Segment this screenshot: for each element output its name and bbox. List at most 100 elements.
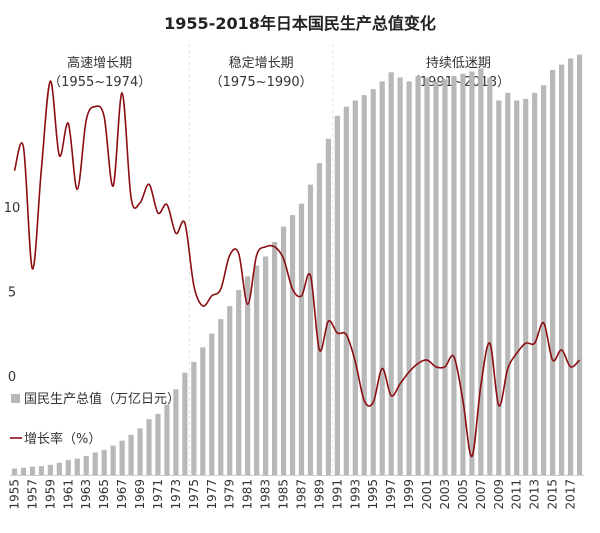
x-tick-label: 1987 [294,479,308,510]
period-range: （1975~1990） [210,75,313,90]
y-tick-label: 5 [8,285,16,300]
bar-1984 [271,241,278,475]
bar-2011 [514,100,520,475]
bar-2003 [442,79,448,475]
bar-1998 [397,77,403,476]
bar-1983 [263,256,269,475]
bar-2013 [532,92,538,475]
legend-bar-swatch [11,394,20,403]
x-tick-label: 1965 [97,479,111,510]
bar-1968 [128,434,134,475]
bar-1980 [236,290,242,475]
bar-1972 [164,404,170,475]
x-axis: 1955 1957 1959 1961 1963 1965 1967 1969 1971 1973… [7,475,584,510]
bar-2006 [469,71,475,475]
y-tick-label: 0 [8,370,16,385]
bar-1971 [155,413,161,475]
bar-1970 [146,419,152,475]
bar-1974 [182,372,188,475]
bar-2001 [424,77,430,476]
bar-2016 [558,64,565,475]
bar-1959 [47,464,53,475]
bar-1963 [83,455,89,475]
x-tick-label: 1999 [402,479,416,510]
x-tick-label: 1979 [223,479,237,510]
x-tick-label: 2013 [528,479,542,510]
bar-1962 [74,458,80,475]
y-axis: 0 5 10 [4,201,21,385]
bar-1981 [245,276,251,475]
bar-1977 [209,333,215,475]
bar-2005 [460,73,466,475]
x-tick-label: 2015 [546,479,560,510]
bar-2018 [576,54,583,476]
bar-series [11,54,583,476]
chart-title: 1955-2018年日本国民生产总值变化 [164,14,436,33]
x-tick-label: 1977 [205,479,219,510]
bar-2010 [505,92,511,475]
x-tick-label: 1959 [43,479,57,510]
bar-1997 [388,72,394,475]
period-label: 持续低迷期 [426,56,491,71]
growth-rate-line [13,80,581,458]
bar-2008 [487,77,493,476]
bar-1987 [298,203,305,475]
period-label: 稳定增长期 [229,55,294,71]
bar-1992 [343,106,349,475]
x-tick-label: 1991 [330,479,344,510]
bar-1979 [227,306,233,475]
x-tick-label: 1989 [312,479,326,510]
bar-1994 [361,95,367,476]
bar-1967 [119,440,125,475]
bar-1973 [173,389,179,475]
bar-1993 [352,100,358,475]
bar-1982 [254,265,260,475]
x-tick-label: 1975 [187,479,201,510]
bar-2000 [415,76,421,476]
bar-1965 [101,449,107,475]
bar-2015 [550,69,556,475]
bar-1966 [110,445,116,475]
x-tick-label: 2003 [438,479,452,510]
period-labels: 高速增长期 （1955~1974） 稳定增长期 （1975~1990） 持续低迷期 （19… [48,55,510,90]
x-tick-label: 1969 [133,479,147,510]
legend-line-label: 增长率（%） [24,431,101,447]
legend: 国民生产总值（万亿日元） 增长率（%） [10,391,180,447]
bar-1976 [200,347,206,475]
bar-1999 [406,81,412,476]
bar-1956 [20,467,27,475]
x-tick-label: 1963 [79,479,93,510]
y-tick-label: 10 [4,201,21,216]
bar-1961 [65,460,71,475]
bar-1988 [307,184,314,476]
bar-2009 [496,100,502,475]
bar-1975 [191,361,197,475]
bar-2012 [523,98,529,475]
bar-2004 [451,76,457,476]
x-tick-label: 1967 [115,479,129,510]
bar-1955 [11,468,18,475]
x-tick-label: 1983 [259,479,273,510]
x-tick-label: 2011 [510,479,524,510]
bar-1960 [56,462,62,475]
bar-1990 [325,138,331,475]
legend-bar-label: 国民生产总值（万亿日元） [24,391,180,407]
bar-1995 [370,89,376,476]
bar-1986 [289,215,296,475]
x-tick-label: 1985 [277,479,291,510]
x-tick-label: 1995 [366,479,380,510]
x-tick-label: 1981 [241,479,255,510]
bar-1964 [92,452,98,475]
x-tick-label: 2007 [474,479,488,510]
x-tick-label: 2017 [564,479,578,510]
period-range: （1991~2018） [407,75,510,90]
x-tick-label: 1955 [7,479,21,510]
x-tick-label: 2001 [420,479,434,510]
x-tick-label: 1957 [25,479,39,510]
period-label: 高速增长期 [67,55,132,71]
bar-1957 [29,466,36,475]
bar-2017 [567,58,574,475]
x-tick-label: 1973 [169,479,183,510]
x-tick-label: 1997 [384,479,398,510]
